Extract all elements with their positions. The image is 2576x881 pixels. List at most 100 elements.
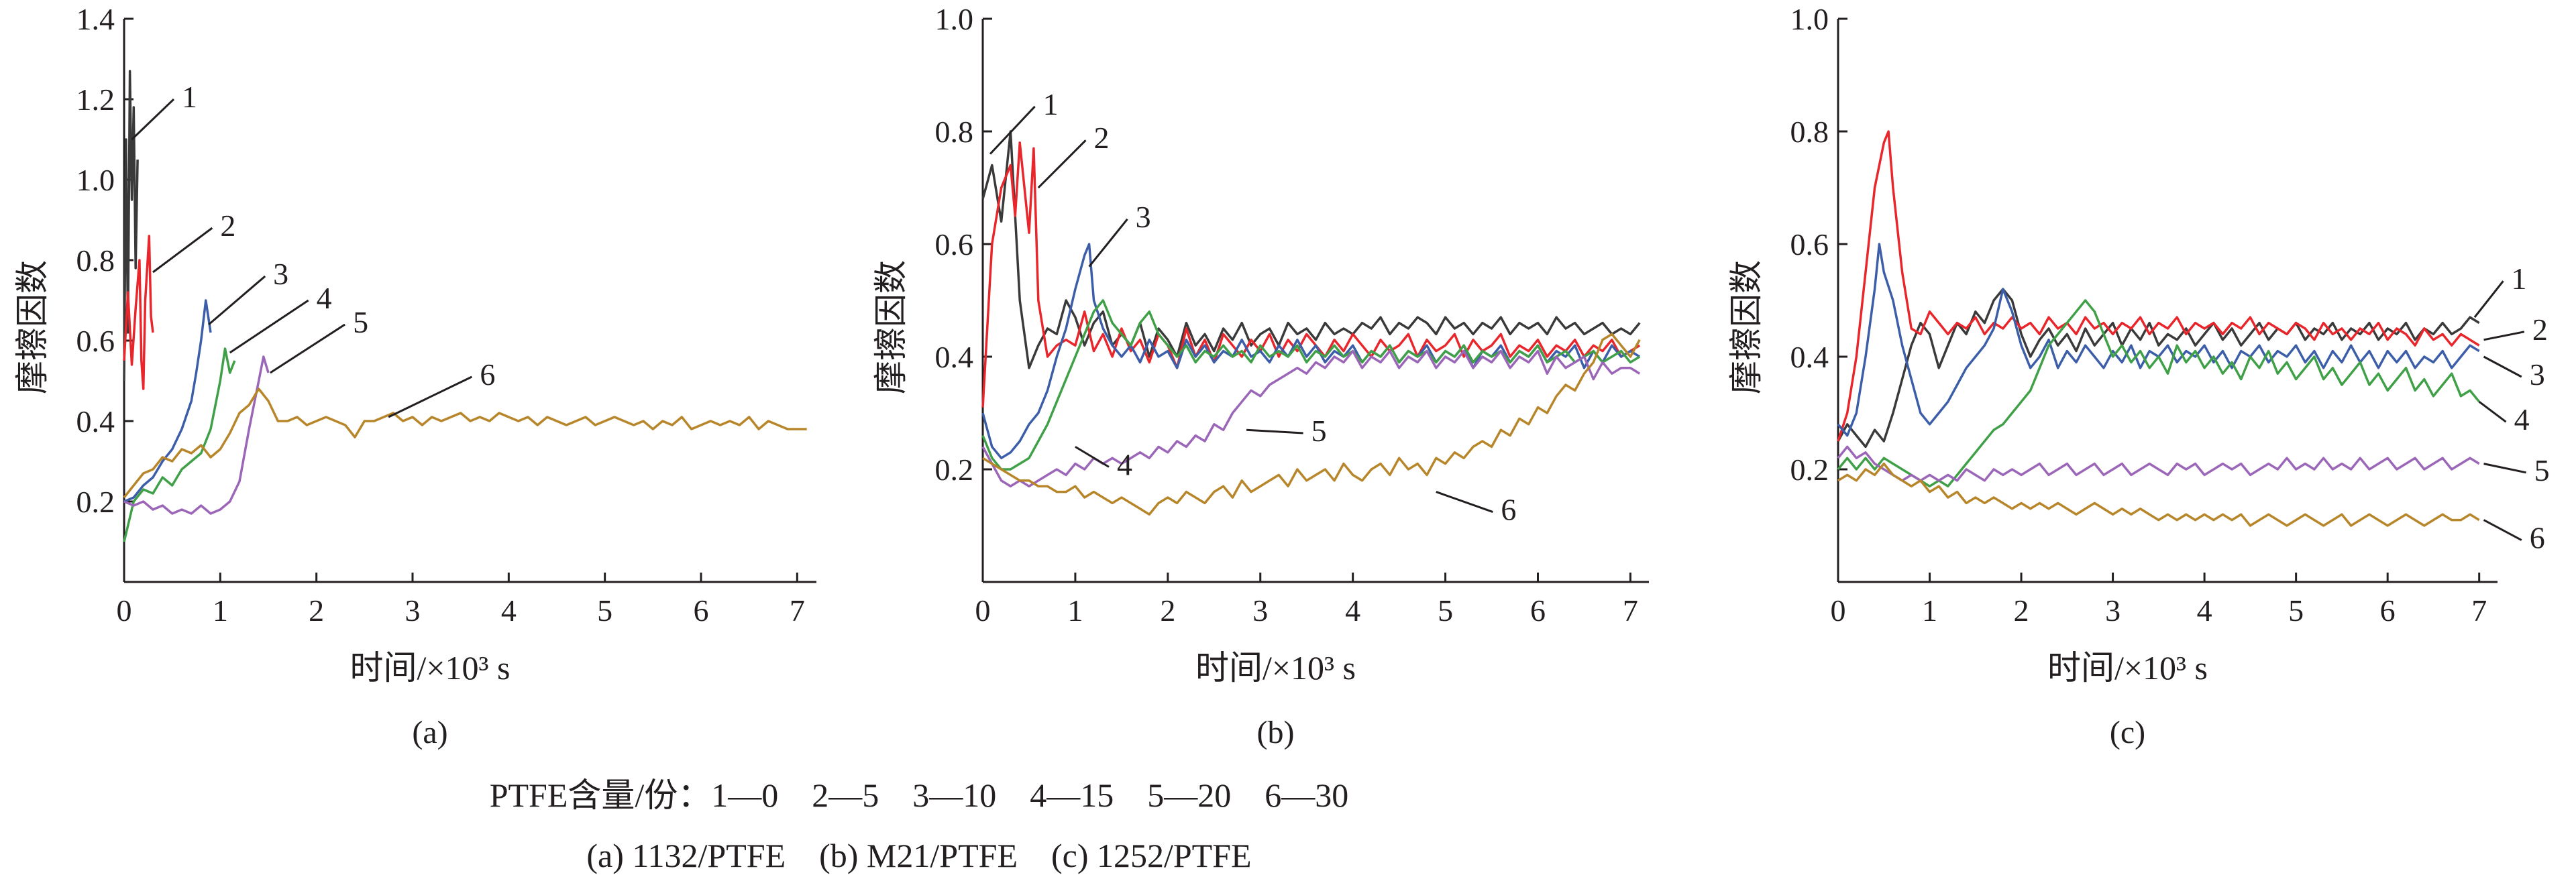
series-line-2 — [123, 235, 154, 390]
y-tick-label: 0.6 — [76, 324, 115, 358]
series-line-4 — [1837, 299, 2481, 487]
curve-label-2: 2 — [2532, 312, 2548, 347]
curve-label-1: 1 — [182, 80, 197, 114]
curve-label-leader — [152, 227, 213, 274]
curve-label-4: 4 — [1117, 447, 1132, 481]
y-tick-label: 0.4 — [76, 404, 115, 438]
curve-label-leader — [388, 375, 472, 418]
curve-label-leader — [208, 275, 266, 326]
curve-label-1: 1 — [2511, 261, 2526, 296]
curve-label-leader — [229, 299, 309, 354]
curve-label-leader — [2483, 463, 2526, 474]
y-axis-title: 摩擦因数 — [1727, 260, 1765, 394]
y-axis-title: 摩擦因数 — [872, 260, 910, 394]
y-tick-label: 0.4 — [1790, 340, 1829, 374]
series-line-5 — [123, 355, 270, 515]
curve-label-leader — [2478, 401, 2507, 423]
chart-panel-2: 0 1 2 3 4 5 6 7 0.2 0.4 0.6 0.8 1.0 1 2 3 4 5 6 时间/×10³ s 摩擦… — [872, 2, 1649, 750]
x-tick-label: 0 — [1831, 593, 1846, 628]
y-tick-label: 1.0 — [1790, 2, 1829, 36]
series-line-3 — [123, 299, 212, 503]
y-axis-title: 摩擦因数 — [13, 260, 51, 394]
x-tick-label: 3 — [405, 593, 421, 628]
x-tick-label: 7 — [790, 593, 805, 628]
x-tick-label: 4 — [2197, 593, 2212, 628]
y-tick-label: 0.2 — [1790, 453, 1829, 487]
y-tick-label: 0.8 — [76, 243, 115, 278]
x-tick-label: 3 — [1252, 593, 1268, 628]
y-tick-label: 0.6 — [1790, 227, 1829, 261]
curve-label-leader — [2483, 355, 2522, 378]
x-tick-label: 1 — [213, 593, 228, 628]
curve-label-6: 6 — [480, 357, 495, 392]
series-line-5 — [1837, 445, 2480, 482]
figure-caption: (a) 1132/PTFE (b) M21/PTFE (c) 1252/PTFE — [586, 837, 1251, 874]
x-tick-label: 6 — [1530, 593, 1546, 628]
series-line-2 — [981, 141, 1641, 408]
y-tick-label: 0.8 — [1790, 115, 1829, 149]
y-tick-label: 1.0 — [76, 163, 115, 197]
curve-label-leader — [2473, 280, 2504, 318]
legend-text: PTFE含量/份：1—0 2—5 3—10 4—15 5—20 6—30 — [490, 776, 1349, 814]
x-axis-title: 时间/×10³ s — [2047, 649, 2208, 687]
x-tick-label: 2 — [309, 593, 324, 628]
series-line-4 — [123, 347, 236, 542]
panel-label: (a) — [412, 715, 447, 750]
x-tick-label: 2 — [2014, 593, 2029, 628]
series-line-1 — [1837, 288, 2480, 449]
x-tick-label: 5 — [597, 593, 612, 628]
curve-label-leader — [270, 323, 345, 374]
curve-label-2: 2 — [220, 209, 235, 243]
x-tick-label: 7 — [1623, 593, 1638, 628]
curve-label-leader — [989, 105, 1036, 155]
y-tick-label: 0.8 — [935, 115, 974, 149]
curve-label-1: 1 — [1043, 87, 1059, 121]
chart-panel-1: 0 1 2 3 4 5 6 70.20.40.60.81.01.21.4123456时间/×1… — [13, 2, 816, 750]
x-tick-label: 5 — [2288, 593, 2304, 628]
curve-label-5: 5 — [1311, 414, 1327, 448]
series-line-4 — [981, 299, 1641, 471]
series-line-6 — [123, 388, 807, 499]
curve-label-4: 4 — [317, 281, 332, 315]
curve-label-2: 2 — [1094, 121, 1110, 155]
series-line-5 — [981, 349, 1641, 487]
curve-label-leader — [2483, 331, 2525, 341]
x-tick-label: 0 — [117, 593, 132, 628]
curve-label-leader — [131, 98, 175, 141]
x-axis-title: 时间/×10³ s — [1195, 649, 1356, 687]
x-tick-label: 6 — [2380, 593, 2396, 628]
x-tick-label: 0 — [975, 593, 991, 628]
series-line-2 — [1837, 130, 2480, 442]
panel-label: (b) — [1257, 715, 1295, 750]
chart-panels: 0 1 2 3 4 5 6 70.20.40.60.81.01.21.4123456时间/×1… — [13, 2, 2550, 750]
y-tick-label: 0.6 — [935, 227, 974, 261]
x-tick-label: 1 — [1067, 593, 1083, 628]
y-tick-label: 0.4 — [935, 340, 974, 374]
x-tick-label: 5 — [1438, 593, 1453, 628]
x-tick-label: 1 — [1922, 593, 1937, 628]
series-line-6 — [982, 333, 1641, 516]
y-tick-label: 1.0 — [935, 2, 974, 36]
curve-label-3: 3 — [273, 257, 288, 291]
curve-label-leader — [1088, 218, 1128, 268]
x-axis-title: 时间/×10³ s — [350, 649, 510, 687]
x-tick-label: 3 — [2105, 593, 2121, 628]
curve-label-leader — [1037, 139, 1087, 189]
curve-label-leader — [1075, 446, 1110, 468]
x-tick-label: 6 — [694, 593, 709, 628]
curve-label-6: 6 — [2530, 521, 2545, 555]
y-tick-label: 0.2 — [76, 485, 115, 519]
curve-label-5: 5 — [2534, 453, 2550, 487]
curve-label-leader — [1246, 428, 1303, 434]
curve-label-4: 4 — [2514, 402, 2530, 436]
x-tick-label: 2 — [1160, 593, 1175, 628]
panel-label: (c) — [2110, 715, 2145, 750]
curve-label-3: 3 — [2530, 357, 2545, 392]
x-tick-label: 7 — [2471, 593, 2487, 628]
y-tick-label: 0.2 — [935, 453, 974, 487]
series-line-1 — [981, 130, 1641, 369]
curve-label-3: 3 — [1136, 200, 1151, 234]
y-tick-label: 1.2 — [76, 82, 115, 117]
